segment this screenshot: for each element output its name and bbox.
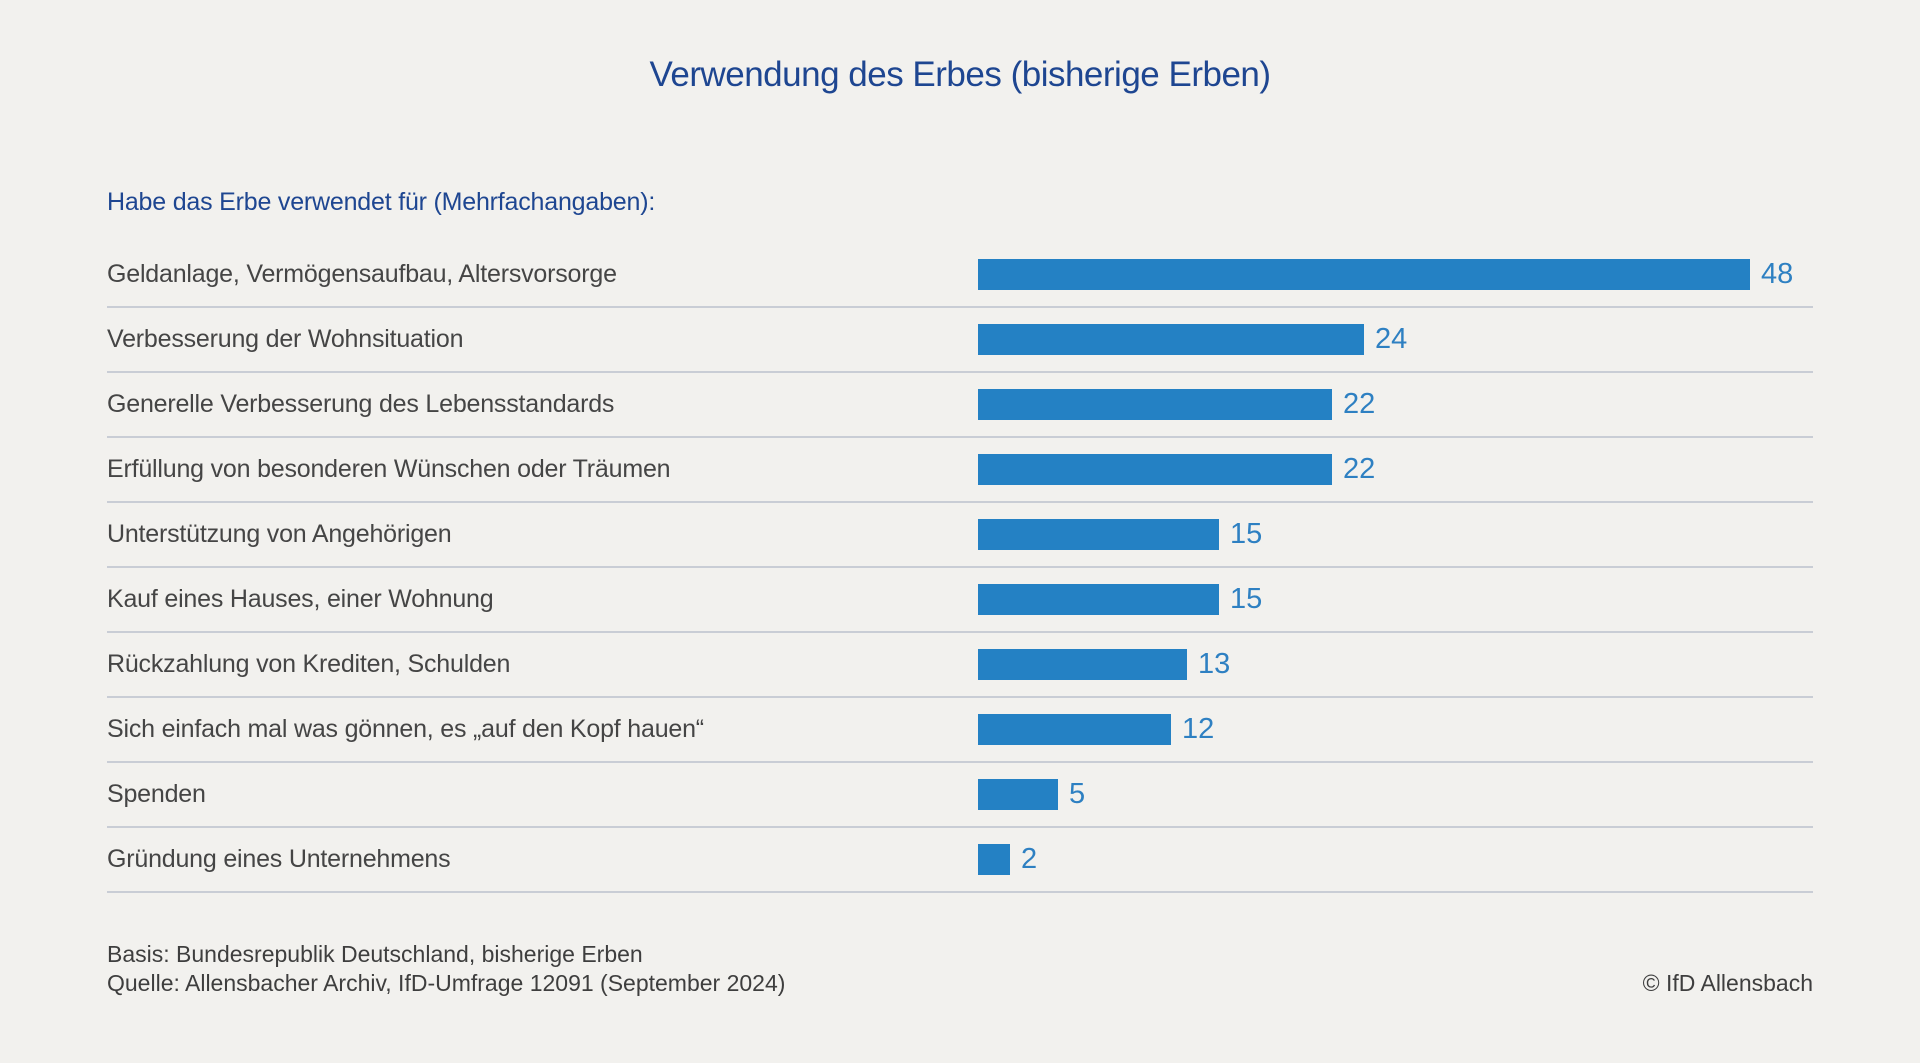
bar [978, 649, 1187, 680]
bar [978, 844, 1010, 875]
bar-value-label: 12 [1182, 713, 1215, 745]
bar-track: 48 [978, 258, 1813, 291]
footer-quelle: Quelle: Allensbacher Archiv, IfD-Umfrage… [107, 970, 786, 996]
bar-track: 12 [978, 713, 1813, 746]
chart-row: Kauf eines Hauses, einer Wohnung 15 [107, 568, 1813, 633]
bar [978, 389, 1332, 420]
footer-basis: Basis: Bundesrepublik Deutschland, bishe… [107, 941, 643, 967]
chart-row: Spenden 5 [107, 763, 1813, 828]
bar-value-label: 13 [1198, 648, 1231, 680]
bar-track: 13 [978, 648, 1813, 681]
bar-track: 2 [978, 843, 1813, 876]
bar-value-label: 15 [1230, 583, 1263, 615]
bar [978, 519, 1219, 550]
bar-track: 22 [978, 453, 1813, 486]
bar-value-label: 5 [1069, 778, 1086, 810]
bar-value-label: 24 [1375, 323, 1408, 355]
bar-value-label: 2 [1021, 843, 1038, 875]
bar-value-label: 48 [1761, 258, 1794, 290]
bar [978, 779, 1058, 810]
bar-value-label: 15 [1230, 518, 1263, 550]
footer-source-block: Basis: Bundesrepublik Deutschland, bishe… [107, 940, 785, 998]
bar-track: 22 [978, 388, 1813, 421]
row-label: Geldanlage, Vermögensaufbau, Altersvorso… [107, 260, 617, 288]
bar-chart: Geldanlage, Vermögensaufbau, Altersvorso… [107, 243, 1813, 893]
chart-row: Gründung eines Unternehmens 2 [107, 828, 1813, 893]
chart-footer: Basis: Bundesrepublik Deutschland, bishe… [107, 940, 1813, 998]
bar-track: 24 [978, 323, 1813, 356]
bar-track: 15 [978, 583, 1813, 616]
row-label: Sich einfach mal was gönnen, es „auf den… [107, 715, 704, 743]
chart-question: Habe das Erbe verwendet für (Mehrfachang… [107, 188, 656, 216]
bar [978, 259, 1750, 290]
row-label: Unterstützung von Angehörigen [107, 520, 452, 548]
bar-track: 5 [978, 778, 1813, 811]
chart-row: Generelle Verbesserung des Lebensstandar… [107, 373, 1813, 438]
chart-row: Erfüllung von besonderen Wünschen oder T… [107, 438, 1813, 503]
bar-value-label: 22 [1343, 453, 1376, 485]
chart-row: Verbesserung der Wohnsituation 24 [107, 308, 1813, 373]
chart-row: Rückzahlung von Krediten, Schulden 13 [107, 633, 1813, 698]
bar-value-label: 22 [1343, 388, 1376, 420]
row-label: Rückzahlung von Krediten, Schulden [107, 650, 511, 678]
bar [978, 584, 1219, 615]
bar [978, 324, 1364, 355]
bar-track: 15 [978, 518, 1813, 551]
row-label: Kauf eines Hauses, einer Wohnung [107, 585, 494, 613]
chart-row: Sich einfach mal was gönnen, es „auf den… [107, 698, 1813, 763]
chart-title: Verwendung des Erbes (bisherige Erben) [649, 55, 1271, 94]
row-label: Erfüllung von besonderen Wünschen oder T… [107, 455, 671, 483]
row-label: Generelle Verbesserung des Lebensstandar… [107, 390, 615, 418]
row-label: Gründung eines Unternehmens [107, 845, 451, 873]
footer-copyright: © IfD Allensbach [1642, 970, 1813, 996]
chart-row: Geldanlage, Vermögensaufbau, Altersvorso… [107, 243, 1813, 308]
chart-row: Unterstützung von Angehörigen 15 [107, 503, 1813, 568]
row-label: Verbesserung der Wohnsituation [107, 325, 464, 353]
bar [978, 454, 1332, 485]
row-label: Spenden [107, 780, 206, 808]
bar [978, 714, 1171, 745]
